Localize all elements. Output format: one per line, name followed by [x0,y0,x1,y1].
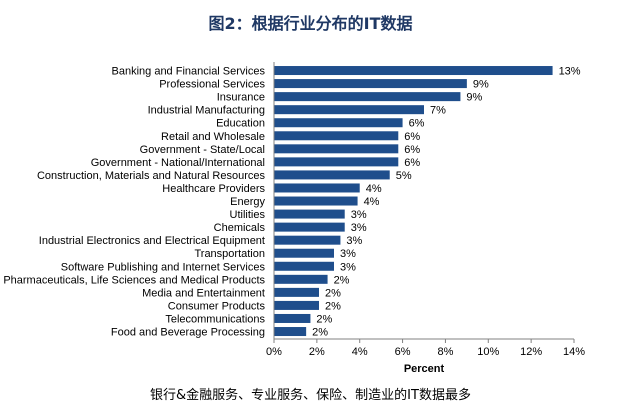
category-label: Healthcare Providers [162,183,265,195]
bar-government-national-international [274,157,399,167]
bar-telecommunications [274,313,311,323]
value-label: 3% [351,209,367,221]
value-label: 3% [340,261,356,273]
bar-government-state-local [274,144,399,154]
category-label: Banking and Financial Services [112,66,266,78]
x-tick-label: 8% [437,346,453,358]
x-tick-label: 2% [309,346,325,358]
value-label: 2% [312,327,328,339]
bar-insurance [274,92,461,102]
value-label: 3% [351,222,367,234]
value-label: 3% [346,235,362,247]
category-label: Professional Services [159,79,265,91]
chart-title: 图2：根据行业分布的IT数据 [208,14,413,33]
x-tick-label: 4% [352,346,368,358]
category-label: Consumer Products [168,300,266,312]
category-label: Media and Entertainment [142,287,265,299]
value-label: 3% [340,248,356,260]
value-label: 2% [325,287,341,299]
value-label: 4% [366,183,382,195]
value-label: 2% [325,300,341,312]
category-label: Transportation [194,248,265,260]
value-label: 7% [430,105,446,117]
category-label: Utilities [230,209,266,221]
bar-consumer-products [274,300,319,310]
category-label: Telecommunications [165,313,265,325]
category-label: Chemicals [214,222,266,234]
category-label: Software Publishing and Internet Service… [61,261,266,273]
value-label: 6% [404,131,420,143]
bar-software-publishing-and-internet-services [274,261,334,271]
value-label: 9% [473,79,489,91]
value-label: 6% [409,118,425,130]
value-label: 6% [404,157,420,169]
bar-energy [274,196,358,206]
x-tick-label: 12% [520,346,542,358]
bar-retail-and-wholesale [274,131,399,141]
bars-group [274,66,553,337]
category-label: Retail and Wholesale [161,131,265,143]
category-label: Government - National/International [91,157,265,169]
bar-chemicals [274,222,345,232]
bar-professional-services [274,79,467,89]
bar-food-and-beverage-processing [274,327,307,337]
x-tick-label: 0% [266,346,282,358]
bar-media-and-entertainment [274,287,319,297]
chart-caption: 银行&金融服务、专业服务、保险、制造业的IT数据最多 [150,388,471,403]
category-label: Government - State/Local [140,144,265,156]
x-tick-label: 10% [477,346,499,358]
value-label: 4% [364,196,380,208]
category-label: Insurance [217,92,265,104]
bar-banking-and-financial-services [274,66,553,76]
x-axis: 0% 2% 4% 6% 8% 10% 12% 14% Percent [266,62,585,375]
value-label: 2% [316,313,332,325]
category-label: Education [216,118,265,130]
category-label: Industrial Manufacturing [148,105,265,117]
value-label: 2% [334,274,350,286]
x-tick-label: 14% [563,346,585,358]
bar-education [274,118,403,128]
x-tick-label: 6% [395,346,411,358]
bar-utilities [274,209,345,219]
value-label: 9% [466,92,482,104]
category-label: Pharmaceuticals, Life Sciences and Medic… [3,274,265,286]
category-labels: Banking and Financial ServicesProfession… [3,66,265,339]
bar-pharmaceuticals-life-sciences-and-medical-products [274,274,328,284]
category-label: Energy [230,196,265,208]
bar-industrial-electronics-and-electrical-equipment [274,235,341,245]
bar-construction-materials-and-natural-resources [274,170,390,180]
category-label: Construction, Materials and Natural Reso… [37,170,266,182]
x-axis-title: Percent [404,363,445,375]
category-label: Food and Beverage Processing [111,327,265,339]
category-label: Industrial Electronics and Electrical Eq… [39,235,265,247]
bar-industrial-manufacturing [274,105,424,115]
value-labels: 13%9%9%7%6%6%6%6%5%4%4%3%3%3%3%3%2%2%2%2… [312,66,581,339]
value-label: 6% [404,144,420,156]
bar-healthcare-providers [274,183,360,193]
bar-transportation [274,248,334,258]
value-label: 5% [396,170,412,182]
value-label: 13% [559,66,581,78]
